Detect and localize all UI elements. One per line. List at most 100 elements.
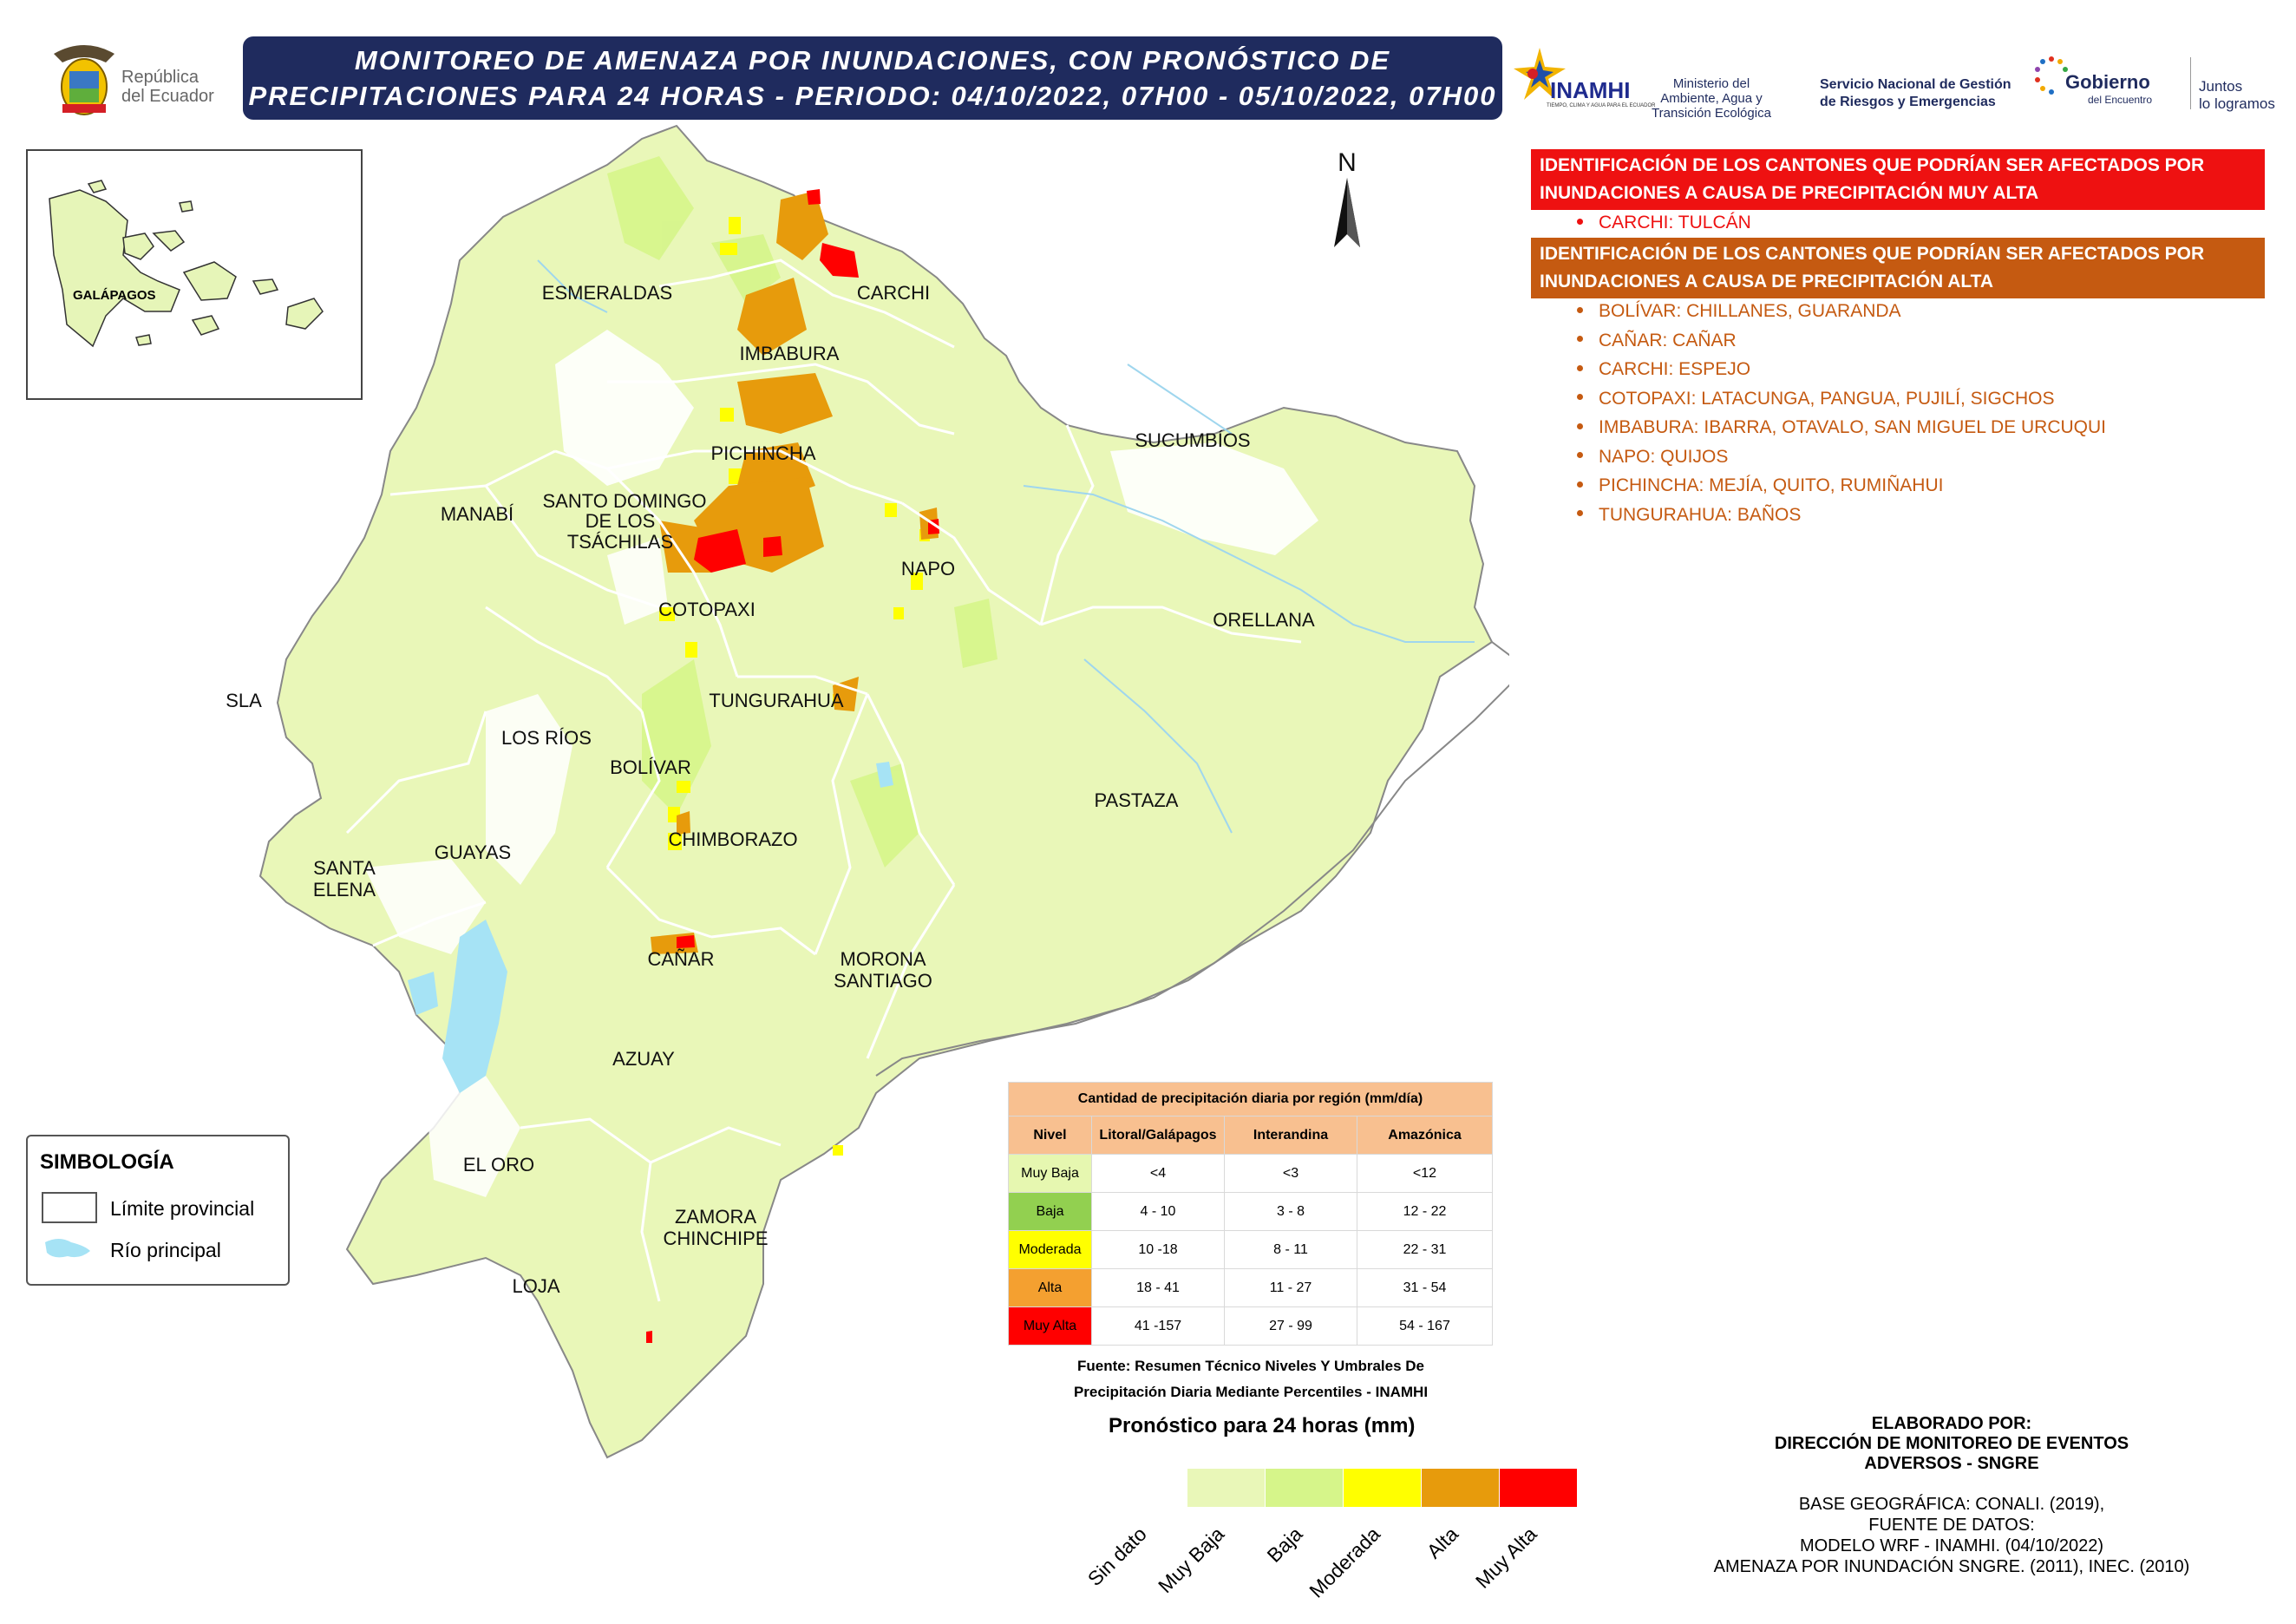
table-cell: 11 - 27	[1224, 1268, 1357, 1307]
coat-of-arms-icon	[45, 36, 123, 123]
province-label: CAÑAR	[647, 948, 714, 970]
galapagos-inset: GALÁPAGOS	[26, 149, 363, 400]
sngre-logo: Servicio Nacional de Gestión de Riesgos …	[1820, 77, 2011, 109]
bullet-icon	[1577, 336, 1583, 343]
juntos-logo: Juntos lo logramos	[2199, 78, 2275, 112]
province-label: CHIMBORAZO	[668, 828, 797, 850]
table-row: Baja 4 - 10 3 - 8 12 - 22	[1008, 1192, 1493, 1231]
alta-item: CAÑAR: CAÑAR	[1577, 331, 1737, 351]
table-cell: 31 - 54	[1357, 1268, 1493, 1307]
table-header: Nivel	[1008, 1116, 1092, 1155]
table-cell: 10 -18	[1091, 1230, 1225, 1269]
table-cell: <3	[1224, 1154, 1357, 1193]
table-header: Interandina	[1224, 1116, 1357, 1155]
province-label: EL ORO	[463, 1154, 534, 1175]
table-cell: Muy Alta	[1008, 1306, 1092, 1346]
river-label: Río principal	[110, 1239, 221, 1261]
alta-item: PICHINCHA: MEJÍA, QUITO, RUMIÑAHUI	[1577, 475, 1943, 496]
title-line-1: MONITOREO DE AMENAZA POR INUNDACIONES, C…	[354, 45, 1391, 75]
alta-item: CARCHI: ESPEJO	[1577, 359, 1750, 380]
province-label: PICHINCHA	[710, 442, 815, 464]
legend-label: Moderada	[1305, 1522, 1385, 1602]
credits-base: BASE GEOGRÁFICA: CONALI. (2019), FUENTE …	[1713, 1495, 2190, 1576]
no-data-area	[486, 694, 572, 885]
province-label: TSÁCHILAS	[567, 531, 673, 553]
rivers	[408, 762, 893, 1093]
province-label: PASTAZA	[1095, 789, 1179, 811]
province-label: CARCHI	[857, 282, 930, 304]
bullet-icon	[1577, 218, 1583, 225]
province-label: IMBABURA	[740, 343, 840, 364]
gobierno-logo: Gobierno del Encuentro	[2034, 54, 2190, 115]
republic-text: República del Ecuador	[121, 68, 214, 106]
alta-item: NAPO: QUIJOS	[1577, 447, 1728, 468]
province-label: SANTA	[313, 857, 376, 879]
legend-label: Baja	[1262, 1522, 1307, 1567]
table-cell: Alta	[1008, 1268, 1092, 1307]
bullet-icon	[1577, 481, 1583, 488]
river-swatch-icon	[45, 1239, 90, 1258]
credits-elaborado: ELABORADO POR: DIRECCIÓN DE MONITOREO DE…	[1774, 1414, 2129, 1473]
legend-label: Alta	[1422, 1522, 1463, 1563]
province-label: MANABÍ	[441, 503, 514, 525]
table-cell: 41 -157	[1091, 1306, 1225, 1346]
gobierno-burst-icon	[2035, 56, 2068, 95]
province-label: AZUAY	[612, 1048, 675, 1070]
province-label: MORONA	[841, 948, 926, 970]
province-label: CHINCHIPE	[663, 1228, 768, 1249]
alta-banner: IDENTIFICACIÓN DE LOS CANTONES QUE PODRÍ…	[1531, 238, 2265, 298]
inamhi-star-icon	[1514, 48, 1566, 100]
muy-alta-banner: IDENTIFICACIÓN DE LOS CANTONES QUE PODRÍ…	[1531, 149, 2265, 210]
inamhi-logo: INAMHI TIEMPO, CLIMA Y AGUA PARA EL ECUA…	[1514, 48, 1655, 117]
no-data-area	[1110, 442, 1318, 555]
legend-swatch	[1266, 1469, 1344, 1507]
province-label: DE LOS	[585, 510, 656, 532]
muy-alta-item: CARCHI: TULCÁN	[1577, 213, 1751, 233]
alta-areas	[651, 191, 939, 954]
alta-item: COTOPAXI: LATACUNGA, PANGUA, PUJILÍ, SIG…	[1577, 389, 2055, 409]
legend-swatch	[1500, 1469, 1578, 1507]
table-cell: 4 - 10	[1091, 1192, 1225, 1231]
river-lines	[537, 259, 1475, 834]
table-row: Moderada 10 -18 8 - 11 22 - 31	[1008, 1230, 1493, 1269]
legend-title: Pronóstico para 24 horas (mm)	[1109, 1414, 1416, 1437]
legend-swatch	[1187, 1469, 1266, 1507]
alta-item: TUNGURAHUA: BAÑOS	[1577, 505, 1801, 526]
legend-label: Sin dato	[1083, 1522, 1151, 1591]
north-arrow-icon	[1334, 178, 1360, 247]
legend-label: Muy Baja	[1154, 1522, 1229, 1598]
table-cell: 3 - 8	[1224, 1192, 1357, 1231]
table-cell: 54 - 167	[1357, 1306, 1493, 1346]
map-title: MONITOREO DE AMENAZA POR INUNDACIONES, C…	[243, 36, 1502, 120]
province-label: ORELLANA	[1213, 609, 1315, 631]
table-cell: <4	[1091, 1154, 1225, 1193]
table-cell: Moderada	[1008, 1230, 1092, 1269]
bullet-icon	[1577, 422, 1583, 429]
province-label: SUCUMBÍOS	[1135, 429, 1250, 451]
title-line-2: PRECIPITACIONES PARA 24 HORAS - PERIODO:…	[248, 81, 1497, 111]
bullet-icon	[1577, 452, 1583, 459]
alta-item: IMBABURA: IBARRA, OTAVALO, SAN MIGUEL DE…	[1577, 417, 2106, 438]
province-label: COTOPAXI	[658, 599, 756, 620]
province-label: SANTIAGO	[834, 970, 932, 992]
bullet-icon	[1577, 394, 1583, 401]
legend-label: Muy Alta	[1470, 1522, 1541, 1593]
boundary-swatch-icon	[42, 1192, 97, 1223]
symbology-box: SIMBOLOGÍA Límite provincial Río princip…	[26, 1135, 290, 1286]
muy-alta-areas	[646, 189, 939, 1343]
province-label: NAPO	[901, 558, 955, 580]
table-cell: 27 - 99	[1224, 1306, 1357, 1346]
no-data-area	[425, 1076, 520, 1197]
galapagos-label: GALÁPAGOS	[73, 288, 156, 303]
table-cell: 22 - 31	[1357, 1230, 1493, 1269]
table-cell: Baja	[1008, 1192, 1092, 1231]
province-label: LOJA	[512, 1275, 559, 1297]
no-data-area	[364, 859, 486, 954]
table-row: Muy Alta 41 -157 27 - 99 54 - 167	[1008, 1306, 1493, 1346]
province-label: LOS RÍOS	[501, 727, 592, 749]
north-label: N	[1338, 148, 1357, 177]
province-label: TUNGURAHUA	[709, 690, 844, 711]
alta-item: BOLÍVAR: CHILLANES, GUARANDA	[1577, 301, 1901, 322]
legend-color-bar	[1109, 1468, 1579, 1508]
table-row: Muy Baja <4 <3 <12	[1008, 1154, 1493, 1193]
